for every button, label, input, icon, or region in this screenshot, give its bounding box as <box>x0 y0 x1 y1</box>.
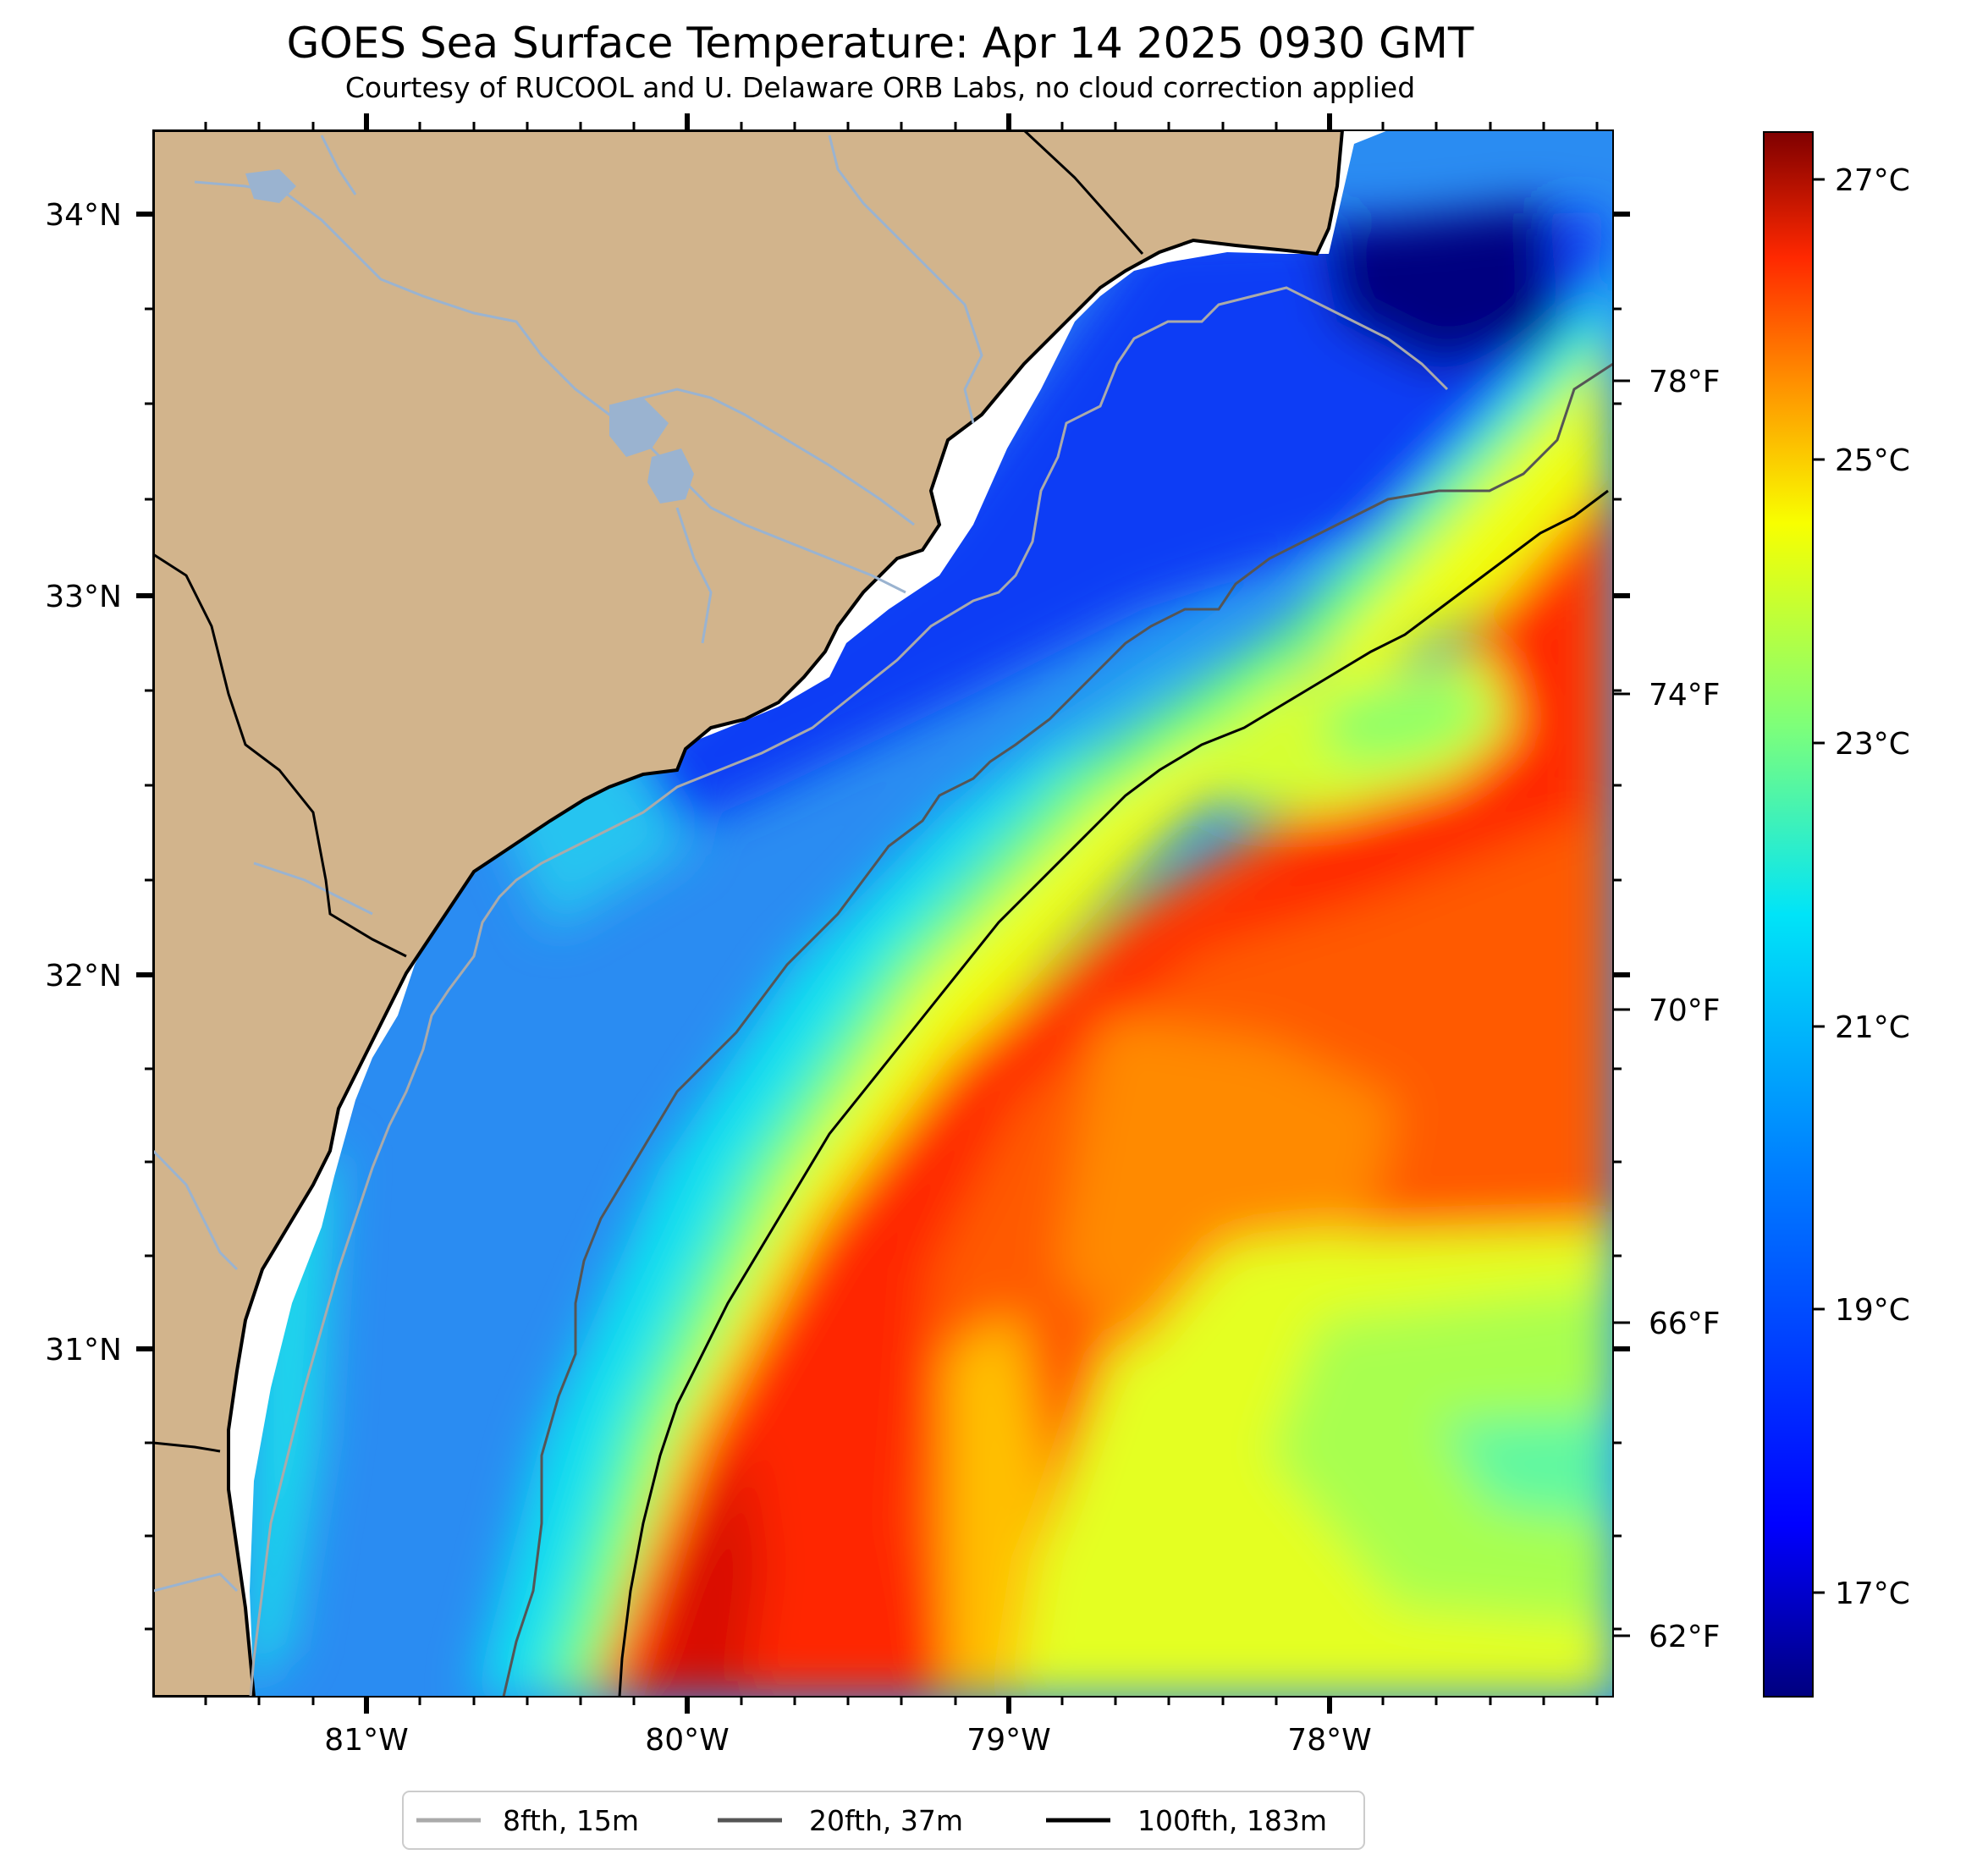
axis-ticks <box>136 113 1630 1714</box>
fahrenheit-label-74: 74°F <box>1649 678 1721 713</box>
fahrenheit-label-70: 70°F <box>1649 993 1721 1028</box>
isobath-100fth <box>618 489 1609 1697</box>
colorbar <box>1763 131 1814 1698</box>
colorbar-label-23c: 23°C <box>1835 727 1910 762</box>
colorbar-label-25c: 25°C <box>1835 443 1910 478</box>
lat-label-34: 34°N <box>45 198 122 233</box>
lon-label-81: 81°W <box>324 1723 408 1758</box>
isobath-20fth <box>502 362 1613 1697</box>
orange-tongue <box>1058 1015 1396 1354</box>
lon-label-78: 78°W <box>1287 1723 1371 1758</box>
lake-moultrie <box>647 448 694 504</box>
legend-label-20fth: 20fth, 37m <box>809 1804 963 1837</box>
lake-marion <box>609 398 669 457</box>
map-title: GOES Sea Surface Temperature: Apr 14 202… <box>287 19 1474 68</box>
isobaths <box>249 286 1613 1697</box>
gulf-stream-core <box>609 525 1591 1697</box>
colorbar-label-17c: 17°C <box>1835 1577 1910 1611</box>
very-cold-water <box>1320 203 1557 372</box>
lon-label-80: 80°W <box>645 1723 729 1758</box>
isobath-legend: 8fth, 15m 20fth, 37m 100fth, 183m <box>402 1791 1365 1850</box>
map-area <box>153 130 1613 1697</box>
isobath-8fth <box>249 286 1449 1697</box>
fahrenheit-label-78: 78°F <box>1649 365 1721 399</box>
land-mass <box>153 130 1345 1697</box>
southeast-cyan-patch <box>1439 1413 1613 1523</box>
rivers <box>153 135 983 1593</box>
colorbar-label-19c: 19°C <box>1835 1293 1910 1328</box>
legend-label-8fth: 8fth, 15m <box>503 1804 639 1837</box>
lat-label-31: 31°N <box>45 1333 122 1367</box>
lat-label-33: 33°N <box>45 580 122 614</box>
lat-label-32: 32°N <box>45 959 122 993</box>
warm-eddy-green <box>1320 677 1490 762</box>
map-subtitle: Courtesy of RUCOOL and U. Delaware ORB L… <box>345 71 1415 104</box>
colorbar-ticks <box>1813 178 1825 1594</box>
dark-red-core <box>643 1439 762 1697</box>
legend-label-100fth: 100fth, 183m <box>1137 1804 1327 1837</box>
lake-wateree <box>245 169 296 203</box>
lon-label-79: 79°W <box>966 1723 1050 1758</box>
colorbar-label-27c: 27°C <box>1835 163 1910 198</box>
minor-ticks <box>145 122 1622 1705</box>
fahrenheit-label-62: 62°F <box>1649 1620 1721 1654</box>
cold-shelf-water <box>643 212 1608 838</box>
fahrenheit-label-66: 66°F <box>1649 1307 1721 1341</box>
southeast-green <box>1269 1286 1613 1625</box>
map-frame <box>152 129 1614 1698</box>
colorbar-label-21c: 21°C <box>1835 1010 1910 1045</box>
yellow-tongue <box>948 1312 1049 1697</box>
state-borders <box>153 130 1144 1453</box>
